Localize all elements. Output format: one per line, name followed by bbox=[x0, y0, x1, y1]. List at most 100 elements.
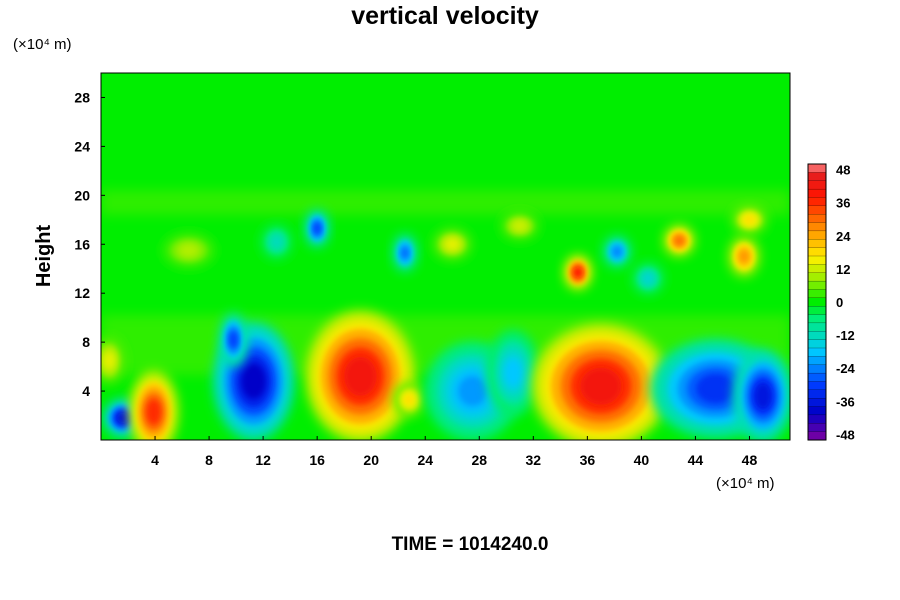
colorbar bbox=[807, 163, 827, 441]
field-feature bbox=[394, 234, 416, 271]
x-tick-label: 4 bbox=[151, 452, 159, 468]
y-tick-label: 28 bbox=[74, 89, 90, 105]
colorbar-bin bbox=[807, 406, 827, 416]
colorbar-bin bbox=[807, 247, 827, 257]
field-feature bbox=[633, 263, 663, 294]
y-tick-label: 8 bbox=[82, 334, 90, 350]
field-feature bbox=[101, 337, 124, 384]
colorbar-bin bbox=[807, 172, 827, 182]
colorbar-tick-label: -24 bbox=[836, 361, 856, 376]
colorbar-bin bbox=[807, 272, 827, 282]
x-axis-unit: (×10⁴ m) bbox=[716, 475, 775, 492]
colorbar-bin bbox=[807, 214, 827, 224]
field-feature bbox=[163, 233, 215, 267]
colorbar-bin bbox=[807, 322, 827, 332]
x-tick-label: 12 bbox=[255, 452, 271, 468]
feature-contour bbox=[613, 247, 621, 257]
y-tick-label: 16 bbox=[74, 236, 90, 252]
y-tick-label: 20 bbox=[74, 187, 90, 203]
colorbar-bin bbox=[807, 205, 827, 215]
colorbar-bin bbox=[807, 222, 827, 232]
x-tick-label: 8 bbox=[205, 452, 213, 468]
field-features bbox=[101, 206, 790, 440]
feature-contour bbox=[739, 250, 749, 263]
y-axis-ticks: 4 8 12 16 20 24 28 bbox=[74, 89, 105, 399]
x-tick-label: 36 bbox=[580, 452, 596, 468]
colorbar-bin bbox=[807, 364, 827, 374]
y-tick-label: 4 bbox=[82, 383, 90, 399]
colorbar-bin bbox=[807, 255, 827, 265]
colorbar-bin bbox=[807, 314, 827, 324]
colorbar-bin bbox=[807, 306, 827, 316]
colorbar-bin bbox=[807, 230, 827, 240]
feature-contour bbox=[104, 353, 114, 368]
field-feature bbox=[501, 212, 539, 240]
field-feature bbox=[306, 210, 329, 247]
colorbar-bin bbox=[807, 289, 827, 299]
feature-contour bbox=[229, 331, 238, 348]
field-feature bbox=[434, 229, 471, 260]
colorbar-bin bbox=[807, 264, 827, 274]
feature-contour bbox=[344, 356, 377, 396]
chart-title: vertical velocity bbox=[351, 2, 539, 30]
colorbar-bin bbox=[807, 239, 827, 249]
field-feature bbox=[733, 206, 766, 234]
plot-frame bbox=[100, 72, 791, 441]
field-feature bbox=[733, 349, 790, 440]
x-tick-label: 40 bbox=[634, 452, 650, 468]
colorbar-bin bbox=[807, 423, 827, 433]
feature-contour bbox=[241, 363, 266, 399]
feature-contour bbox=[272, 236, 281, 247]
y-tick-label: 24 bbox=[74, 138, 90, 154]
colorbar-tick-label: -36 bbox=[836, 394, 855, 409]
field-feature bbox=[729, 236, 759, 277]
x-tick-label: 28 bbox=[471, 452, 487, 468]
field-feature bbox=[664, 225, 694, 256]
x-tick-label: 48 bbox=[742, 452, 758, 468]
feature-contour bbox=[146, 399, 161, 425]
feature-contour bbox=[744, 215, 755, 224]
feature-contour bbox=[696, 373, 736, 404]
colorbar-bin bbox=[807, 297, 827, 307]
feature-contour bbox=[674, 236, 684, 246]
colorbar-bin bbox=[807, 197, 827, 207]
feature-contour bbox=[643, 274, 653, 283]
colorbar-bin bbox=[807, 331, 827, 341]
plot-area bbox=[101, 73, 790, 440]
feature-contour bbox=[514, 222, 526, 230]
colorbar-bin bbox=[807, 280, 827, 290]
colorbar-bin bbox=[807, 372, 827, 382]
colorbar-bin bbox=[807, 414, 827, 424]
feature-contour bbox=[181, 245, 197, 256]
y-axis-unit: (×10⁴ m) bbox=[13, 36, 72, 53]
feature-contour bbox=[313, 222, 321, 234]
colorbar-bin bbox=[807, 339, 827, 349]
colorbar-tick-label: -48 bbox=[836, 427, 855, 442]
feature-contour bbox=[458, 376, 487, 406]
field-feature bbox=[487, 329, 539, 416]
colorbar-bin bbox=[807, 398, 827, 408]
x-tick-label: 32 bbox=[526, 452, 542, 468]
y-axis-label: Height bbox=[33, 225, 55, 288]
colorbar-bin bbox=[807, 356, 827, 366]
field-feature bbox=[531, 323, 671, 440]
colorbar-tick-label: 36 bbox=[836, 196, 850, 211]
colorbar-ticks: 48 36 24 12 0 -12 -24 -36 -48 bbox=[836, 163, 856, 443]
field-feature bbox=[604, 236, 630, 267]
x-axis-ticks: 4 8 12 16 20 24 28 32 36 40 44 48 bbox=[151, 436, 757, 468]
colorbar-tick-label: -12 bbox=[836, 328, 855, 343]
field-feature bbox=[262, 225, 292, 259]
colorbar-tick-label: 12 bbox=[836, 262, 850, 277]
field-feature bbox=[129, 370, 178, 440]
colorbar-bin bbox=[807, 431, 827, 441]
colorbar-bin bbox=[807, 188, 827, 198]
feature-contour bbox=[754, 382, 772, 410]
colorbar-bin bbox=[807, 381, 827, 391]
colorbar-bin bbox=[807, 389, 827, 399]
x-tick-label: 20 bbox=[363, 452, 379, 468]
colorbar-bin bbox=[807, 163, 827, 173]
feature-contour bbox=[404, 394, 414, 405]
colorbar-tick-label: 48 bbox=[836, 163, 850, 178]
feature-contour bbox=[505, 359, 521, 386]
